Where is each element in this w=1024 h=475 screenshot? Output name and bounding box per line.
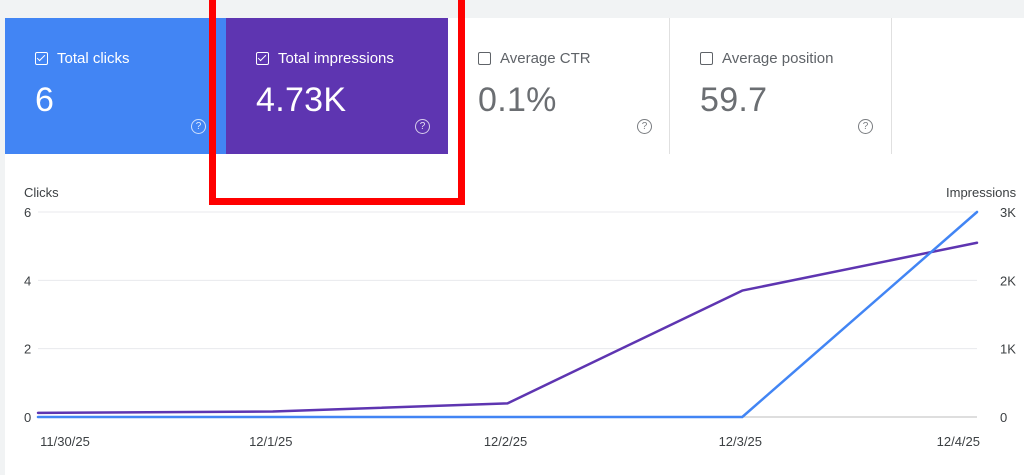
card-value: 0.1% (478, 81, 557, 119)
help-icon[interactable]: ? (858, 119, 873, 134)
right-axis-tick-label: 1K (1000, 342, 1016, 357)
left-axis-tick-label: 4 (24, 273, 31, 288)
checkbox-unchecked-icon[interactable] (700, 52, 713, 65)
left-axis-tick-label: 2 (24, 342, 31, 357)
x-axis-tick-label: 12/4/25 (937, 434, 980, 449)
card-label: Average CTR (500, 50, 591, 67)
right-axis-tick-label: 2K (1000, 273, 1016, 288)
card-label: Total clicks (57, 50, 130, 67)
card-label: Average position (722, 50, 834, 67)
card-label: Total impressions (278, 50, 394, 67)
left-axis-title: Clicks (24, 185, 59, 200)
help-icon[interactable]: ? (637, 119, 652, 134)
help-icon[interactable]: ? (415, 119, 430, 134)
right-axis-tick-label: 3K (1000, 205, 1016, 220)
card-value: 6 (35, 81, 55, 119)
x-axis-tick-label: 11/30/25 (40, 434, 90, 449)
right-axis-tick-label: 0 (1000, 410, 1007, 425)
left-axis-tick-label: 0 (24, 410, 31, 425)
checkbox-checked-icon[interactable] (256, 52, 269, 65)
checkbox-unchecked-icon[interactable] (478, 52, 491, 65)
x-axis-tick-label: 12/2/25 (484, 434, 527, 449)
help-icon[interactable]: ? (191, 119, 206, 134)
card-value: 4.73K (256, 81, 347, 119)
clicks-series-line (36, 210, 979, 419)
right-axis-title: Impressions (946, 185, 1017, 200)
checkbox-checked-icon[interactable] (35, 52, 48, 65)
impressions-series-line (36, 241, 979, 415)
total-clicks-card[interactable]: Total clicks 6 ? (5, 18, 226, 154)
left-axis-tick-label: 6 (24, 205, 31, 220)
card-value: 59.7 (700, 81, 768, 119)
total-impressions-card[interactable]: Total impressions 4.73K ? (226, 18, 448, 154)
average-ctr-card[interactable]: Average CTR 0.1% ? (448, 18, 670, 154)
average-position-card[interactable]: Average position 59.7 ? (670, 18, 892, 154)
x-axis-tick-label: 12/1/25 (249, 434, 292, 449)
x-axis-tick-label: 12/3/25 (719, 434, 762, 449)
